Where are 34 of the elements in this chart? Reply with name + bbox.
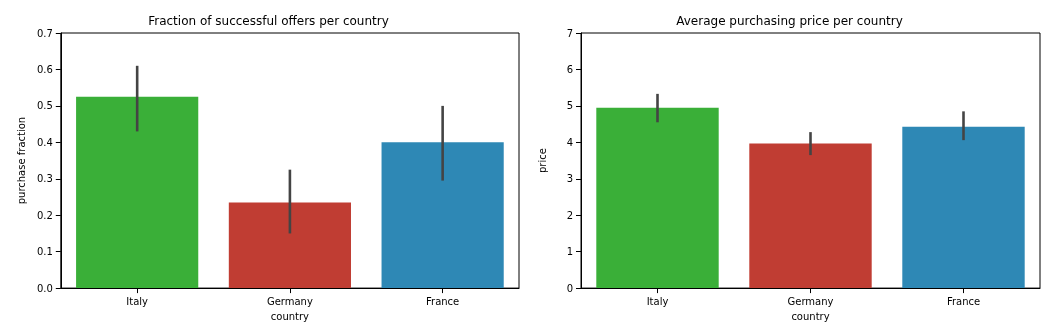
bar [596,107,719,289]
y-tick-label: 0.4 [36,136,53,148]
chart-title: Average purchasing price per country [676,14,903,28]
x-axis-title: country [270,310,310,322]
y-tick-label: 0 [566,282,573,294]
x-tick-label: Italy [646,295,669,307]
y-tick-label: 1 [566,246,573,258]
y-tick-label: 0.6 [36,63,53,75]
y-tick-label: 2 [566,209,573,221]
y-tick-label: 0.7 [36,27,53,39]
bar [228,202,351,289]
y-tick-label: 0.5 [36,100,53,112]
y-tick-label: 7 [566,27,573,39]
x-tick-label: Germany [266,295,313,307]
y-axis-title: price [536,148,548,173]
x-tick-label: Italy [126,295,149,307]
bar [76,96,199,289]
bar [749,143,872,289]
x-tick-label: France [946,295,981,307]
y-tick-label: 0.1 [36,246,53,258]
x-tick-label: France [426,295,460,307]
x-tick-label: Germany [787,295,834,307]
y-axis-title: purchase fraction [15,116,27,205]
y-tick-label: 0.3 [36,173,53,185]
y-tick-label: 4 [566,136,573,148]
y-tick-label: 0.2 [36,209,53,221]
y-tick-label: 0.0 [36,282,53,294]
y-tick-label: 6 [566,63,573,75]
chart-title: Fraction of successful offers per country [148,14,389,28]
y-tick-label: 5 [566,100,573,112]
x-axis-title: country [791,310,830,322]
bar [902,126,1025,289]
y-tick-label: 3 [566,173,573,185]
bar [381,142,504,289]
